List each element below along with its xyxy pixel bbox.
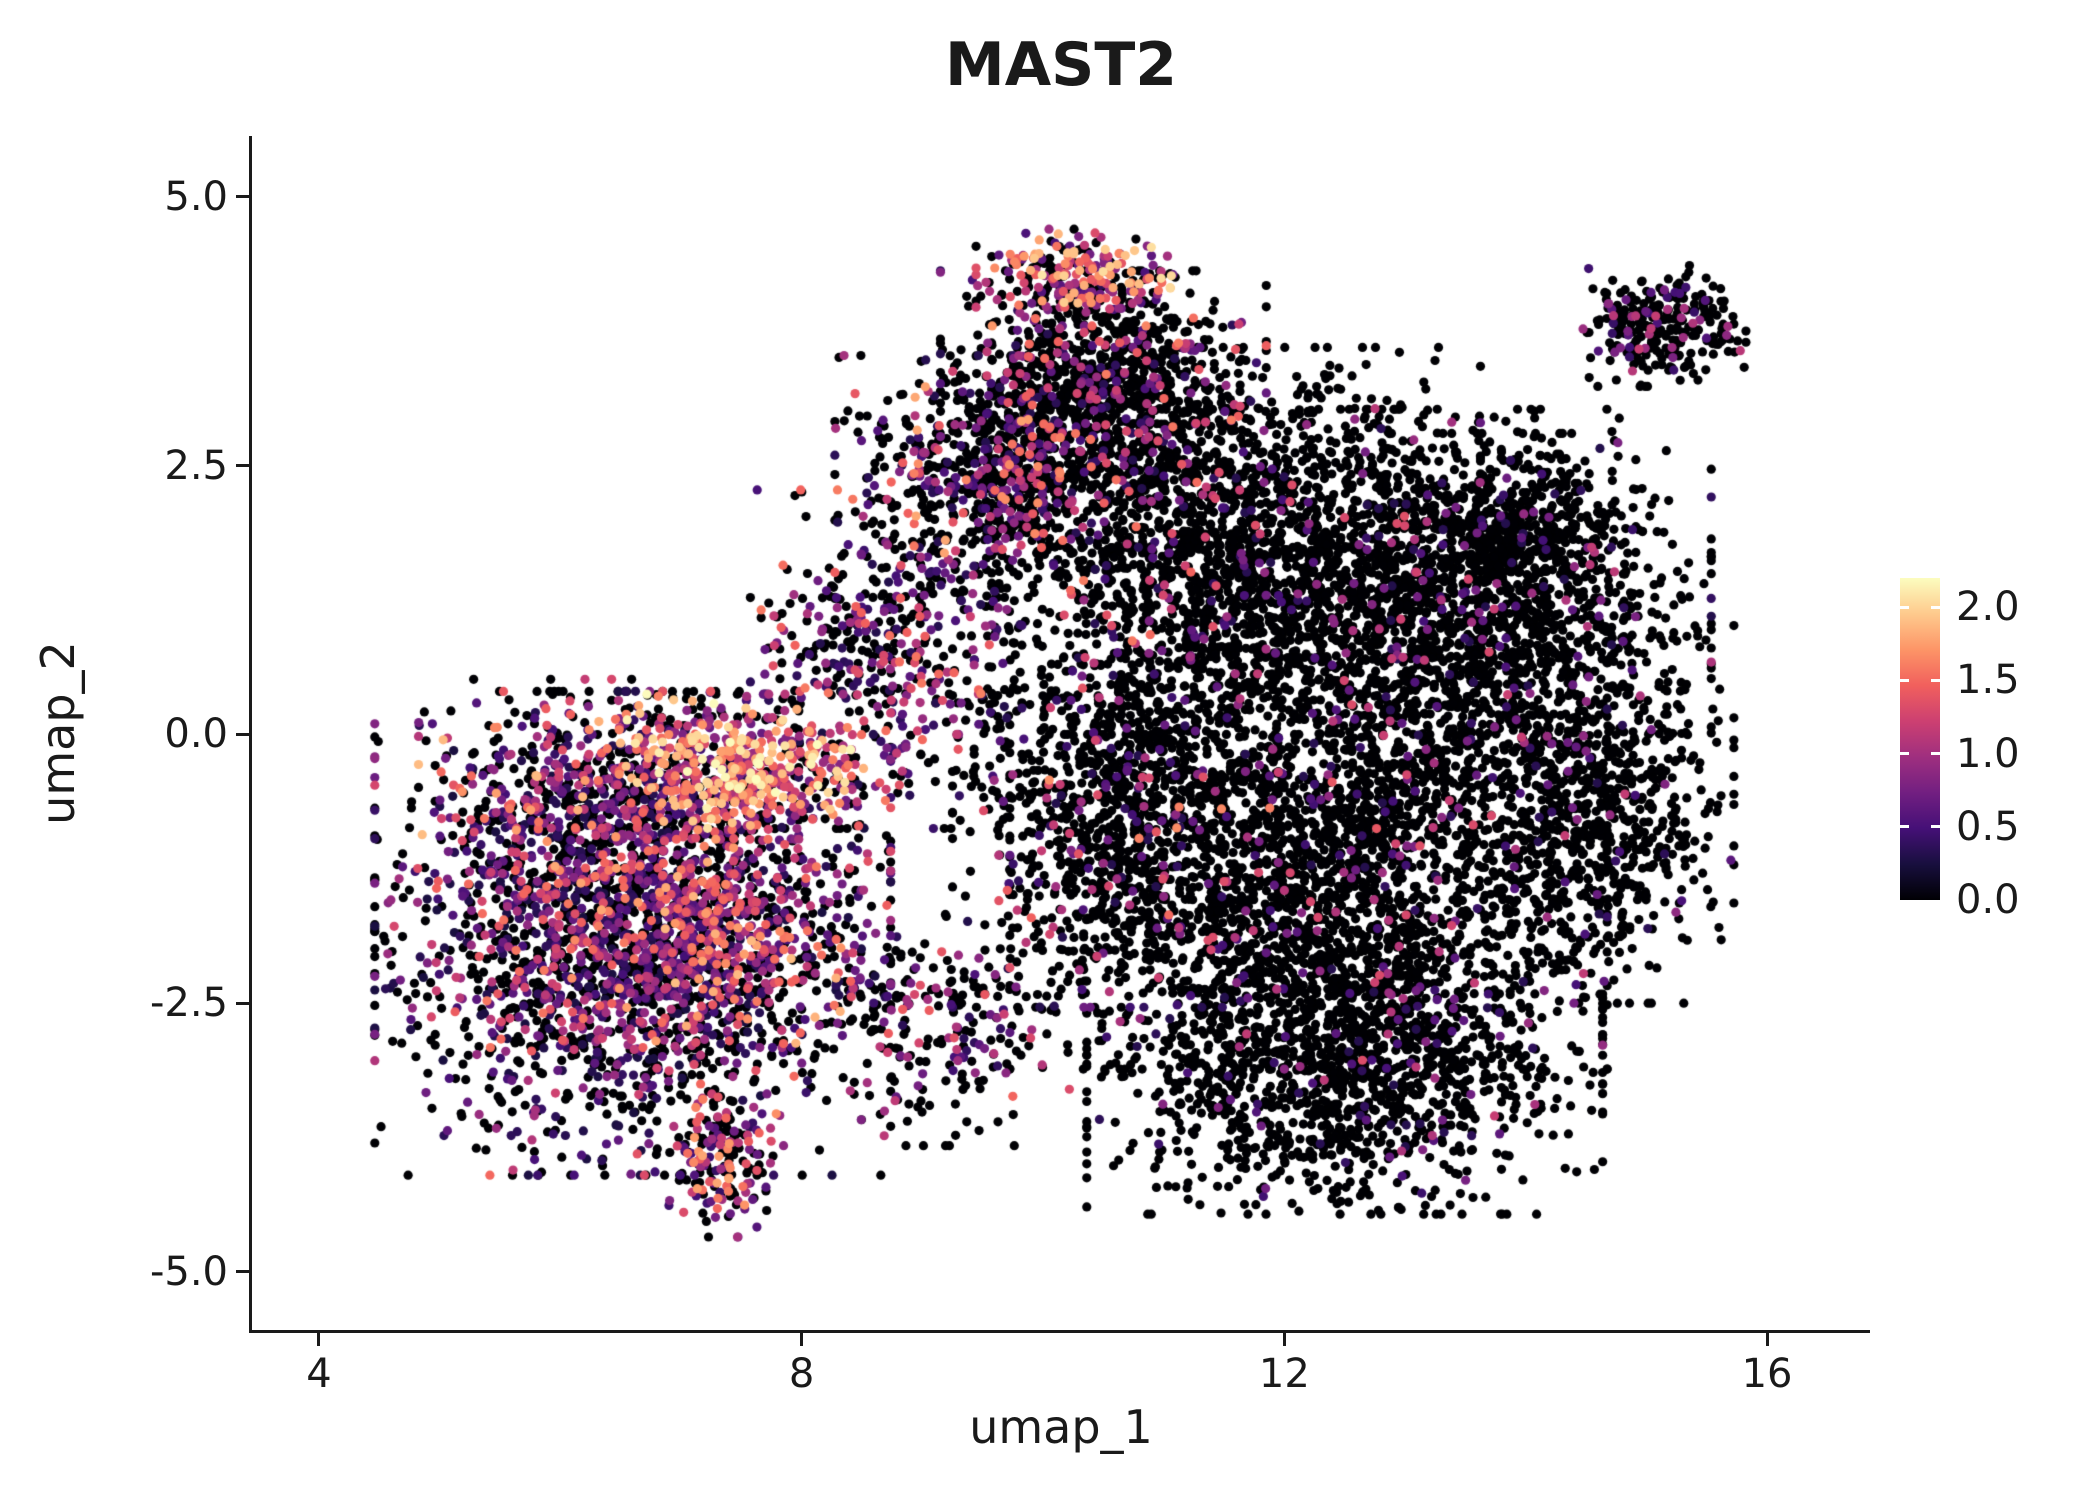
x-axis-label: umap_1	[969, 1400, 1153, 1454]
x-tick-label: 8	[788, 1351, 815, 1397]
colorbar-tick-mark	[1931, 605, 1940, 609]
colorbar-tick-label: 0.5	[1956, 803, 2020, 850]
x-tick-mark	[1765, 1333, 1769, 1346]
colorbar-tick-label: 1.5	[1956, 657, 2020, 704]
x-tick-mark	[800, 1333, 804, 1346]
scatter-points-canvas	[252, 136, 1870, 1330]
colorbar-tick-label: 1.0	[1956, 730, 2020, 777]
x-tick-label: 12	[1258, 1351, 1310, 1397]
colorbar-tick-mark	[1931, 678, 1940, 682]
colorbar-tick-label: 0.0	[1956, 877, 2020, 923]
plot-title: MAST2	[944, 30, 1178, 100]
y-tick-mark	[236, 464, 249, 468]
colorbar-tick-mark	[1931, 825, 1940, 829]
x-tick-mark	[1282, 1333, 1286, 1346]
colorbar-tick-mark	[1900, 678, 1909, 682]
y-tick-label: -2.5	[149, 980, 228, 1027]
y-tick-mark	[236, 732, 249, 736]
y-tick-mark	[236, 1001, 249, 1005]
x-tick-mark	[317, 1333, 321, 1346]
y-tick-label: 2.5	[164, 442, 228, 489]
y-tick-label: 0.0	[164, 711, 228, 758]
y-tick-label: 5.0	[164, 173, 228, 220]
colorbar-tick-mark	[1931, 752, 1940, 756]
x-tick-label: 16	[1741, 1351, 1793, 1397]
colorbar-tick-mark	[1900, 825, 1909, 829]
colorbar-gradient	[1900, 578, 1940, 900]
colorbar-tick-label: 2.0	[1956, 584, 2020, 631]
y-tick-label: -5.0	[149, 1248, 228, 1295]
plot-panel	[249, 136, 1870, 1333]
colorbar-tick-mark	[1900, 605, 1909, 609]
y-tick-mark	[236, 195, 249, 199]
y-tick-mark	[236, 1270, 249, 1274]
colorbar-tick-mark	[1900, 752, 1909, 756]
x-tick-label: 4	[306, 1351, 332, 1397]
